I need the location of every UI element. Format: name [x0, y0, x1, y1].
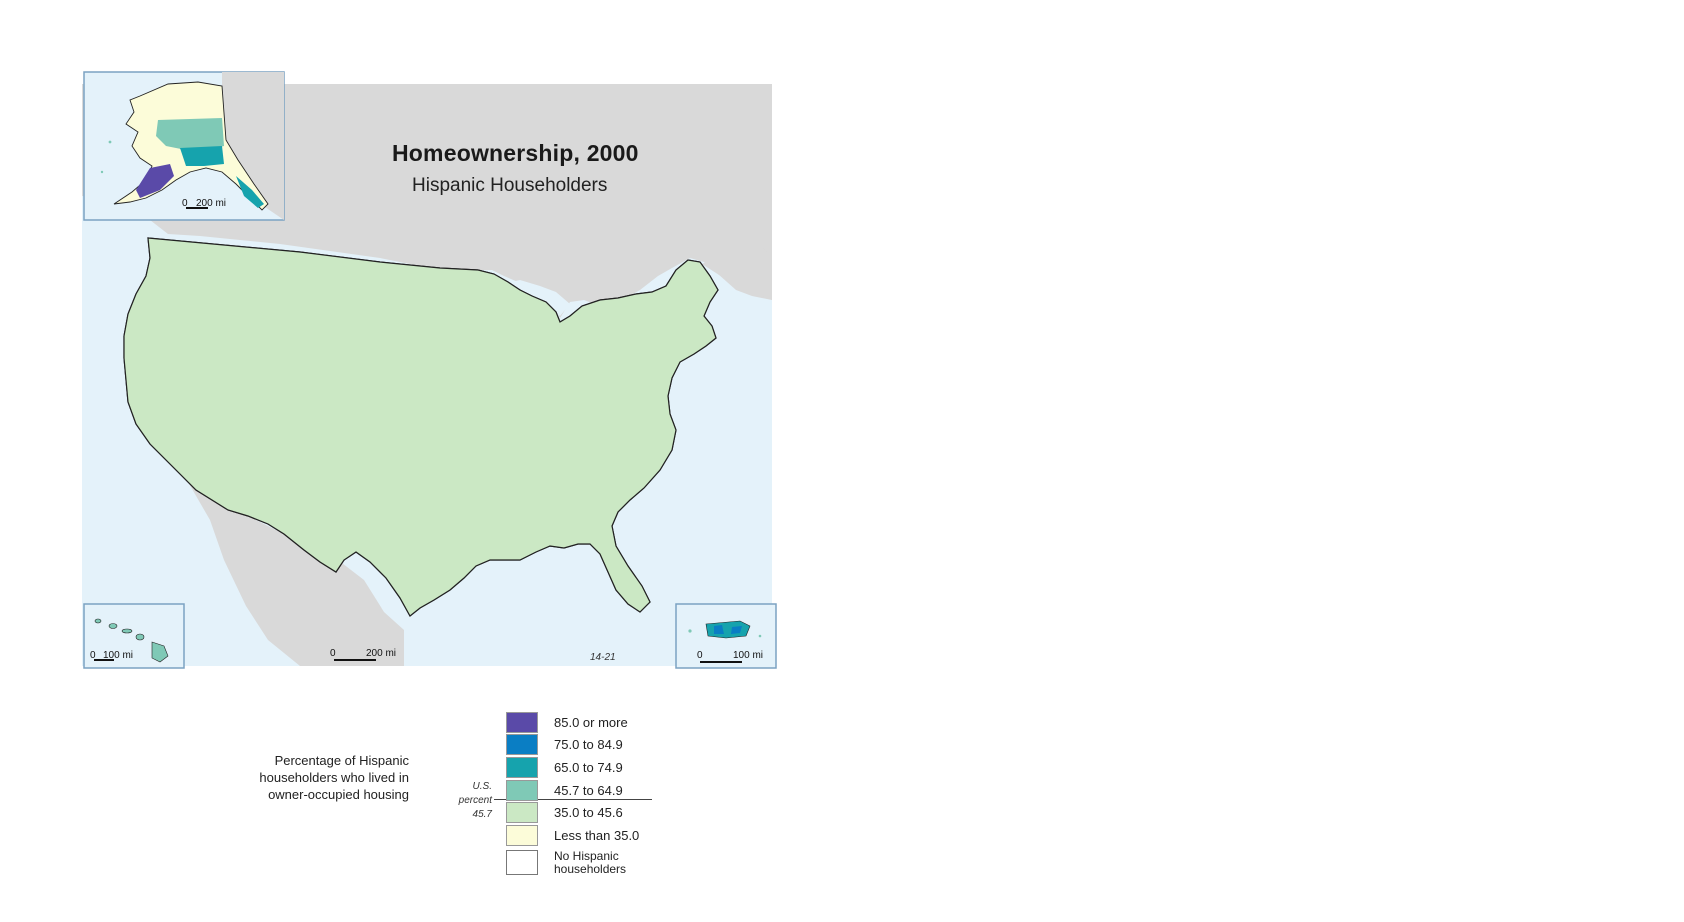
main-scale-zero: 0 [330, 648, 336, 659]
map-title: Homeownership, 2000 [392, 140, 639, 166]
canada-land-inset [222, 72, 284, 220]
map-code: 14-21 [590, 652, 616, 663]
legend-label-3: 65.0 to 74.9 [554, 760, 623, 775]
us-percent-note: U.S. percent 45.7 [448, 780, 492, 822]
alaska-scale-zero: 0 [182, 198, 188, 209]
legend-caption: Percentage of Hispanic householders who … [259, 753, 409, 802]
puerto-rico-landmass [705, 620, 751, 639]
puerto-rico-scale-zero: 0 [697, 650, 703, 661]
puerto-rico-scale-value: 100 mi [733, 650, 763, 661]
legend-label-2: 75.0 to 84.9 [554, 737, 623, 752]
legend-swatch-5 [506, 802, 538, 823]
legend-swatch-no-data [506, 850, 538, 875]
map-subtitle: Hispanic Householders [412, 175, 608, 196]
main-scale-value: 200 mi [366, 648, 396, 659]
legend-swatch-6 [506, 825, 538, 846]
legend-label-6: Less than 35.0 [554, 828, 640, 843]
hawaii-scale-value: 100 mi [103, 650, 133, 661]
hawaii-inset [83, 603, 185, 669]
us-percent-value: 45.7 [472, 809, 492, 820]
alaska-scale-value: 200 mi [196, 198, 226, 209]
alaska-inset [83, 71, 285, 221]
us-percent-label: U.S. percent [458, 781, 492, 806]
legend-swatch-1 [506, 712, 538, 733]
legend-swatch-4 [506, 780, 538, 801]
legend-label-no-data: No Hispanic householders [554, 849, 627, 876]
hawaii-scale-zero: 0 [90, 650, 96, 661]
legend-swatch-2 [506, 734, 538, 755]
legend-label-4: 45.7 to 64.9 [554, 783, 623, 798]
legend-swatch-3 [506, 757, 538, 778]
legend-label-5: 35.0 to 45.6 [554, 805, 623, 820]
us-percent-line [494, 799, 652, 800]
puerto-rico-inset [675, 603, 777, 669]
legend-label-1: 85.0 or more [554, 715, 628, 730]
